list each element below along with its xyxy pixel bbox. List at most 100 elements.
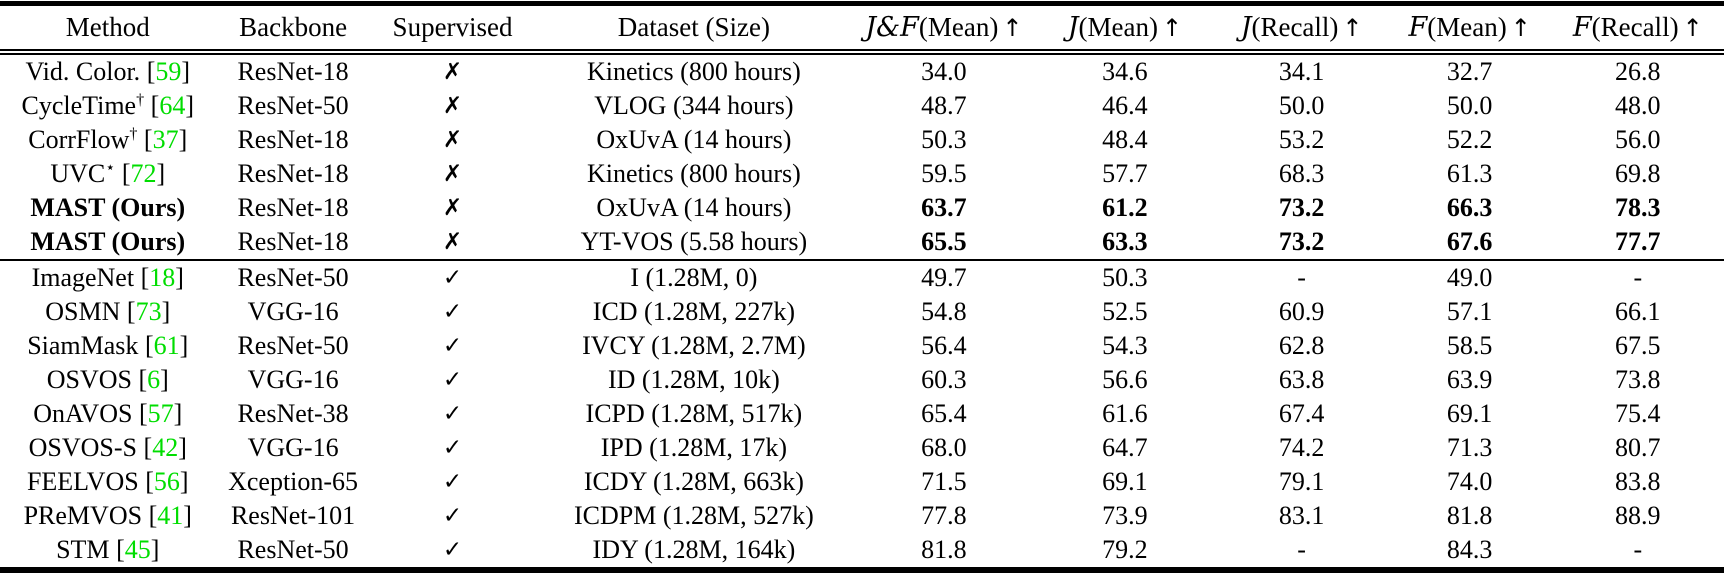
checkmark-icon: ✓ xyxy=(442,434,463,461)
column-header-8: F(Recall) ↑ xyxy=(1551,3,1724,55)
column-header-1: Backbone xyxy=(215,3,371,55)
method-cell: CorrFlow† [37] xyxy=(0,123,216,157)
checkmark-icon: ✓ xyxy=(442,400,463,427)
metric-value-cell: 83.1 xyxy=(1278,501,1325,531)
dataset-cell: ID (1.28M, 10k) xyxy=(607,365,780,395)
backbone-cell: ResNet-38 xyxy=(237,399,349,429)
table-row: PReMVOS [41] ResNet-101 ✓ ICDPM (1.28M, 527… xyxy=(0,499,1724,533)
method-superscript: † xyxy=(136,91,145,109)
citation-number: 61 xyxy=(153,331,180,361)
method-name: OSVOS xyxy=(46,365,132,395)
metric-value-cell: 62.8 xyxy=(1278,331,1325,361)
metric-value-cell: 63.3 xyxy=(1102,227,1148,257)
citation-number: 73 xyxy=(135,297,162,327)
dataset-cell: Kinetics (800 hours) xyxy=(587,159,801,189)
metric-value-cell: 50.0 xyxy=(1278,91,1325,121)
method-cell: OSMN [73] xyxy=(0,295,216,329)
dataset-cell: IVCY (1.28M, 2.7M) xyxy=(582,331,806,361)
metric-value-cell: 52.2 xyxy=(1446,125,1493,155)
metric-value-cell: 63.7 xyxy=(921,193,967,223)
backbone-cell: ResNet-50 xyxy=(237,263,349,293)
citation-number: 57 xyxy=(147,399,174,429)
table-row: Method Backbone Supervised Dataset (Size) J&… xyxy=(0,3,1724,55)
table-row: MAST (Ours) ResNet-18 ✗ YT-VOS (5.58 hours)… xyxy=(0,225,1724,260)
metric-value-cell: 56.6 xyxy=(1102,365,1148,395)
metric-label: (Mean) xyxy=(1078,11,1158,42)
dataset-cell: ICDPM (1.28M, 527k) xyxy=(573,501,814,531)
metric-value-cell: - xyxy=(1297,535,1306,565)
metric-value-cell: 73.2 xyxy=(1278,227,1325,257)
metric-value-cell: 73.2 xyxy=(1278,193,1325,223)
method-cell: STM [45] xyxy=(0,533,216,570)
table-row: SiamMask [61] ResNet-50 ✓ IVCY (1.28M, 2.7M… xyxy=(0,329,1724,363)
table-section-1: ImageNet [18] ResNet-50 ✓ I (1.28M, 0) 49.7 5… xyxy=(0,260,1724,570)
method-name: Vid. Color. xyxy=(25,57,141,87)
table-row: Vid. Color. [59] ResNet-18 ✗ Kinetics (800 … xyxy=(0,52,1724,89)
method-name: OSVOS-S xyxy=(28,433,138,463)
citation-number: 18 xyxy=(149,263,176,293)
checkmark-icon: ✓ xyxy=(442,502,463,529)
metric-value-cell: 67.5 xyxy=(1615,331,1661,361)
metric-value-cell: 81.8 xyxy=(1446,501,1493,531)
column-header-2: Supervised xyxy=(370,3,535,55)
metric-label: (Recall) xyxy=(1251,11,1339,42)
up-arrow-icon: ↑ xyxy=(1682,13,1703,42)
method-name: OnAVOS xyxy=(33,399,133,429)
method-name: STM xyxy=(56,535,110,565)
dataset-cell: IDY (1.28M, 164k) xyxy=(592,535,796,565)
metric-label: (Recall) xyxy=(1591,11,1679,42)
checkmark-icon: ✓ xyxy=(442,264,463,291)
metric-script-letter: J&F xyxy=(865,11,919,43)
method-superscript: ⋆ xyxy=(105,159,116,177)
table-section-0: Vid. Color. [59] ResNet-18 ✗ Kinetics (800 … xyxy=(0,52,1724,260)
metric-value-cell: 66.3 xyxy=(1446,193,1493,223)
backbone-cell: ResNet-18 xyxy=(237,193,349,223)
method-name: UVC xyxy=(50,159,106,189)
metric-value-cell: 60.3 xyxy=(921,365,967,395)
table-row: MAST (Ours) ResNet-18 ✗ OxUvA (14 hours) 63.… xyxy=(0,191,1724,225)
metric-value-cell: 68.0 xyxy=(921,433,967,463)
dataset-cell: I (1.28M, 0) xyxy=(630,263,758,293)
citation: [57] xyxy=(132,399,183,429)
metric-value-cell: 49.0 xyxy=(1446,263,1493,293)
citation-number: 72 xyxy=(130,159,157,189)
column-header-4: J&F(Mean) ↑ xyxy=(853,3,1035,55)
metric-value-cell: 71.3 xyxy=(1446,433,1493,463)
dataset-cell: YT-VOS (5.58 hours) xyxy=(580,227,808,257)
method-superscript: † xyxy=(129,125,138,143)
backbone-cell: Xception-65 xyxy=(228,467,359,497)
metric-value-cell: 67.4 xyxy=(1278,399,1325,429)
method-cell: ImageNet [18] xyxy=(0,260,216,295)
metric-value-cell: 26.8 xyxy=(1615,57,1661,87)
metric-value-cell: 75.4 xyxy=(1615,399,1661,429)
metric-value-cell: 34.6 xyxy=(1102,57,1148,87)
column-header-7: F(Mean) ↑ xyxy=(1387,3,1552,55)
dataset-cell: ICD (1.28M, 227k) xyxy=(592,297,795,327)
metric-value-cell: 64.7 xyxy=(1102,433,1148,463)
metric-label: (Mean) xyxy=(1427,11,1507,42)
metric-script-letter: J xyxy=(1240,11,1252,43)
method-name: CorrFlow xyxy=(28,125,130,155)
metric-value-cell: 63.8 xyxy=(1278,365,1325,395)
metric-value-cell: 53.2 xyxy=(1278,125,1325,155)
metric-value-cell: 54.8 xyxy=(921,297,967,327)
citation: [73] xyxy=(120,297,171,327)
method-cell: MAST (Ours) xyxy=(0,225,216,260)
metric-value-cell: 46.4 xyxy=(1102,91,1148,121)
citation: [59] xyxy=(140,57,191,87)
dataset-cell: ICDY (1.28M, 663k) xyxy=(583,467,804,497)
up-arrow-icon: ↑ xyxy=(1510,13,1531,42)
citation-number: 59 xyxy=(155,57,182,87)
method-cell: UVC⋆ [72] xyxy=(0,157,216,191)
backbone-cell: ResNet-50 xyxy=(237,331,349,361)
up-arrow-icon: ↑ xyxy=(1002,13,1023,42)
backbone-cell: ResNet-18 xyxy=(237,159,349,189)
method-cell: PReMVOS [41] xyxy=(0,499,216,533)
citation: [72] xyxy=(115,159,166,189)
metric-value-cell: 77.7 xyxy=(1615,227,1661,257)
metric-value-cell: 61.2 xyxy=(1102,193,1148,223)
metric-value-cell: 56.4 xyxy=(921,331,967,361)
metric-script-letter: J xyxy=(1067,11,1079,43)
metric-value-cell: 48.7 xyxy=(921,91,967,121)
